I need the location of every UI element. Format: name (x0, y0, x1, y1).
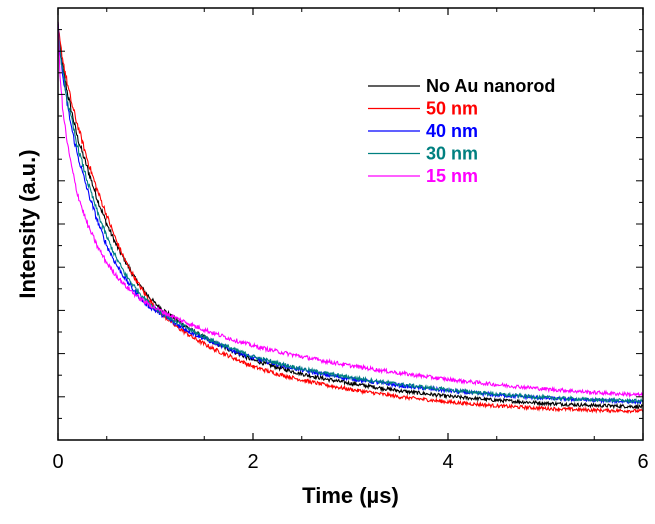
x-tick-label: 2 (247, 451, 258, 473)
x-tick-label: 0 (52, 451, 63, 473)
legend-label: 40 nm (426, 121, 478, 141)
ticks-layer: 0 2 4 6 (52, 8, 649, 473)
series-layer (57, 21, 644, 415)
legend-label: 50 nm (426, 99, 478, 119)
series-line-0 (57, 23, 644, 410)
legend-label: 15 nm (426, 166, 478, 186)
legend-label: 30 nm (426, 144, 478, 164)
plot-frame (57, 7, 644, 441)
series-line-3 (57, 29, 644, 405)
legend-label: No Au nanorod (426, 76, 555, 96)
x-tick-label: 6 (637, 451, 648, 473)
series-line-4 (57, 21, 644, 399)
y-axis-title: Intensity (a.u.) (15, 149, 40, 298)
x-tick-label: 4 (442, 451, 453, 473)
x-axis-title: Time (µs) (302, 483, 399, 508)
